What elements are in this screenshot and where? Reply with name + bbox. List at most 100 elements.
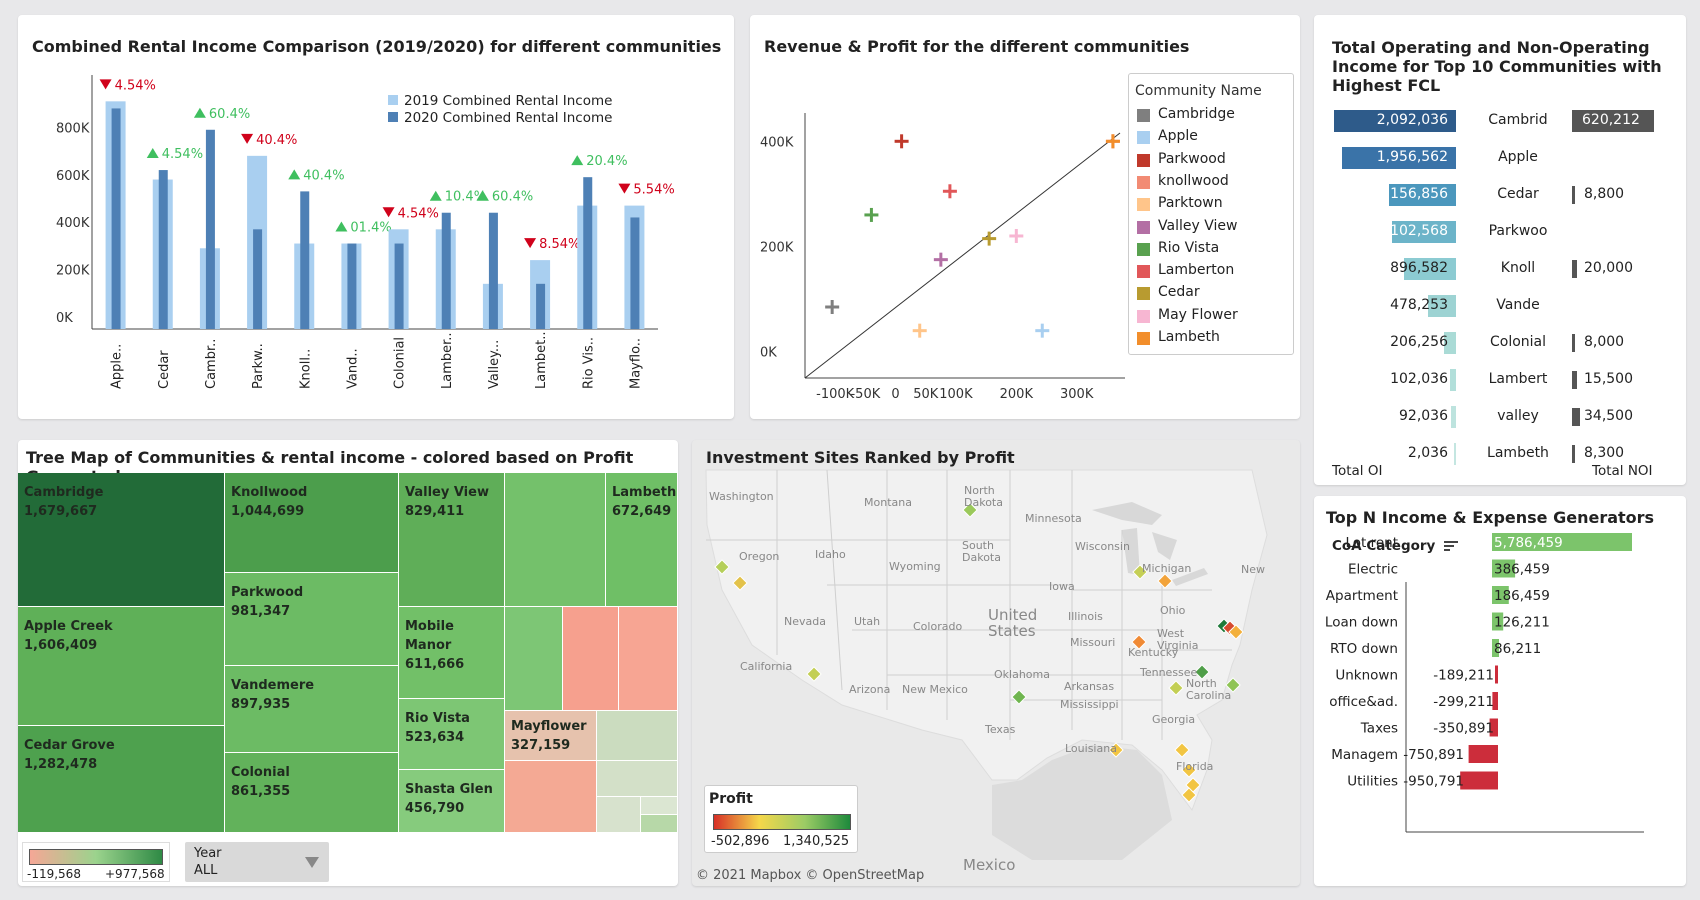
topn-expense-bar <box>1489 718 1498 737</box>
fcl-row[interactable]: 2,092,036 Cambrid 620,212 <box>1314 110 1686 132</box>
treemap-cell-name: Mayflower <box>511 719 587 734</box>
state-label: North Carolina <box>1186 677 1232 702</box>
oi-value: 896,582 <box>1390 260 1448 276</box>
legend-label: Parktown <box>1158 195 1223 212</box>
change-label-1: 4.54% <box>162 147 203 162</box>
fcl-row[interactable]: 1,956,562 Apple <box>1314 147 1686 169</box>
treemap-legend-min: -119,568 <box>27 867 81 881</box>
treemap-small-cell[interactable] <box>505 473 606 607</box>
y-tick-label: 200K <box>56 264 90 279</box>
rental-income-card: Combined Rental Income Comparison (2019/… <box>18 15 734 419</box>
change-arrow-3 <box>241 133 254 144</box>
treemap-small-cell[interactable] <box>641 797 678 815</box>
treemap-small-cell[interactable] <box>597 761 678 797</box>
treemap-cell-lambeth[interactable]: Lambeth 672,649 <box>606 473 678 607</box>
noi-bar <box>1572 371 1577 389</box>
treemap-small-cell[interactable] <box>597 797 641 833</box>
coa-category-header[interactable]: CoA Category <box>1332 538 1459 554</box>
community-legend-title: Community Name <box>1135 83 1262 99</box>
scatter-point-rio-vista <box>864 207 879 222</box>
topn-category-label: Utilities <box>1347 774 1398 790</box>
legend-label: Valley View <box>1158 217 1238 234</box>
change-arrow-6 <box>382 207 395 218</box>
legend-label: Apple <box>1158 128 1198 145</box>
investment-site-marker <box>1168 680 1184 696</box>
fcl-footer-right: Total NOI <box>1592 463 1653 479</box>
treemap-cell-shasta-glen[interactable]: Shasta Glen 456,790 <box>399 770 505 833</box>
topn-value-label: -189,211 <box>1433 668 1494 684</box>
treemap-cell-cambridge[interactable]: Cambridge 1,679,667 <box>18 473 225 607</box>
scatter-x-tick: 0 <box>891 387 899 402</box>
sort-icon[interactable] <box>1444 540 1459 552</box>
state-label: Washington <box>709 490 774 503</box>
trend-line <box>804 132 1121 379</box>
topn-income-bar <box>1492 559 1516 578</box>
treemap-cell-colonial[interactable]: Colonial 861,355 <box>225 753 399 833</box>
state-label: Missouri <box>1070 636 1116 649</box>
rental-income-title: Combined Rental Income Comparison (2019/… <box>32 37 722 56</box>
treemap-small-cell[interactable] <box>619 607 678 711</box>
treemap-small-cell[interactable] <box>505 761 597 833</box>
legend-label-2019: 2019 Combined Rental Income <box>404 93 612 109</box>
us-map[interactable] <box>692 440 1300 886</box>
treemap-cell-mayflower[interactable]: Mayflower 327,159 <box>505 711 597 761</box>
treemap-cell-rio-vista[interactable]: Rio Vista 523,634 <box>399 699 505 770</box>
treemap-small-cell[interactable] <box>563 607 619 711</box>
fcl-row[interactable]: 478,253 Vande <box>1314 295 1686 317</box>
lake-erie <box>1172 568 1208 586</box>
rental-income-chart: 0K 200K 400K 600K 800K 4.54% Apple.. 4.54% Cedar… <box>56 75 675 389</box>
noi-value: 620,212 <box>1582 112 1640 128</box>
treemap-cell-mobile-manor[interactable]: Mobile Manor 611,666 <box>399 607 505 699</box>
treemap-cell-cedar-grove[interactable]: Cedar Grove 1,282,478 <box>18 726 225 833</box>
change-label-5: 01.4% <box>350 221 391 236</box>
bar-2020-1 <box>158 170 168 329</box>
x-tick-label: Mayflo.. <box>628 338 643 389</box>
bar-2020-9 <box>536 283 546 329</box>
oi-value: 92,036 <box>1399 408 1448 424</box>
x-tick-label: Cambr.. <box>204 339 219 389</box>
investment-site-marker <box>1181 787 1197 803</box>
treemap-cell-name: Knollwood <box>231 485 308 500</box>
treemap-cell-apple-creek[interactable]: Apple Creek 1,606,409 <box>18 607 225 726</box>
legend-swatch <box>1137 175 1150 189</box>
scatter-y-tick: 0K <box>760 346 777 361</box>
noi-value: 15,500 <box>1584 371 1633 387</box>
oi-value: 1,102,568 <box>1376 223 1448 239</box>
change-label-4: 40.4% <box>303 168 344 183</box>
legend-swatch <box>1137 309 1150 323</box>
treemap-cell-value: 829,411 <box>405 504 465 519</box>
chevron-down-icon[interactable] <box>305 857 319 868</box>
fcl-community-label: Vande <box>1496 297 1540 313</box>
fcl-row[interactable]: 896,582 Knoll 20,000 <box>1314 258 1686 280</box>
investment-site-marker <box>962 502 978 518</box>
scatter-x-tick: -50K <box>850 387 880 402</box>
fcl-row[interactable]: 1,102,568 Parkwoo <box>1314 221 1686 243</box>
state-label: California <box>740 660 793 673</box>
bar-2020-4 <box>300 191 310 329</box>
state-label: Minnesota <box>1025 512 1082 525</box>
map-attribution[interactable]: © 2021 Mapbox © OpenStreetMap <box>696 868 925 883</box>
fcl-row[interactable]: 102,036 Lambert 15,500 <box>1314 369 1686 391</box>
change-label-3: 40.4% <box>256 133 297 148</box>
oi-value: 2,036 <box>1407 445 1448 461</box>
noi-value: 34,500 <box>1584 408 1633 424</box>
bar-2020-6 <box>394 243 404 329</box>
treemap-cell-parkwood[interactable]: Parkwood 981,347 <box>225 573 399 666</box>
year-filter[interactable]: Year ALL <box>185 842 329 882</box>
treemap-cell-name: Shasta Glen <box>405 782 493 797</box>
treemap-cell-knollwood[interactable]: Knollwood 1,044,699 <box>225 473 399 573</box>
treemap-cell-valley-view[interactable]: Valley View 829,411 <box>399 473 505 607</box>
fcl-row[interactable]: 92,036 valley 34,500 <box>1314 406 1686 428</box>
treemap-small-cell[interactable] <box>641 815 678 833</box>
investment-site-marker <box>1131 634 1147 650</box>
x-tick-label: Vand.. <box>345 348 360 389</box>
fcl-row[interactable]: 1,156,856 Cedar 8,800 <box>1314 184 1686 206</box>
oi-bar <box>1391 221 1456 243</box>
treemap-cell-vandemere[interactable]: Vandemere 897,935 <box>225 666 399 753</box>
fcl-row[interactable]: 206,256 Colonial 8,000 <box>1314 332 1686 354</box>
treemap-gradient <box>29 849 163 865</box>
noi-bar <box>1572 445 1575 463</box>
treemap-small-cell[interactable] <box>505 607 563 711</box>
fcl-row[interactable]: 2,036 Lambeth 8,300 <box>1314 443 1686 465</box>
lake-superior <box>1092 502 1162 525</box>
